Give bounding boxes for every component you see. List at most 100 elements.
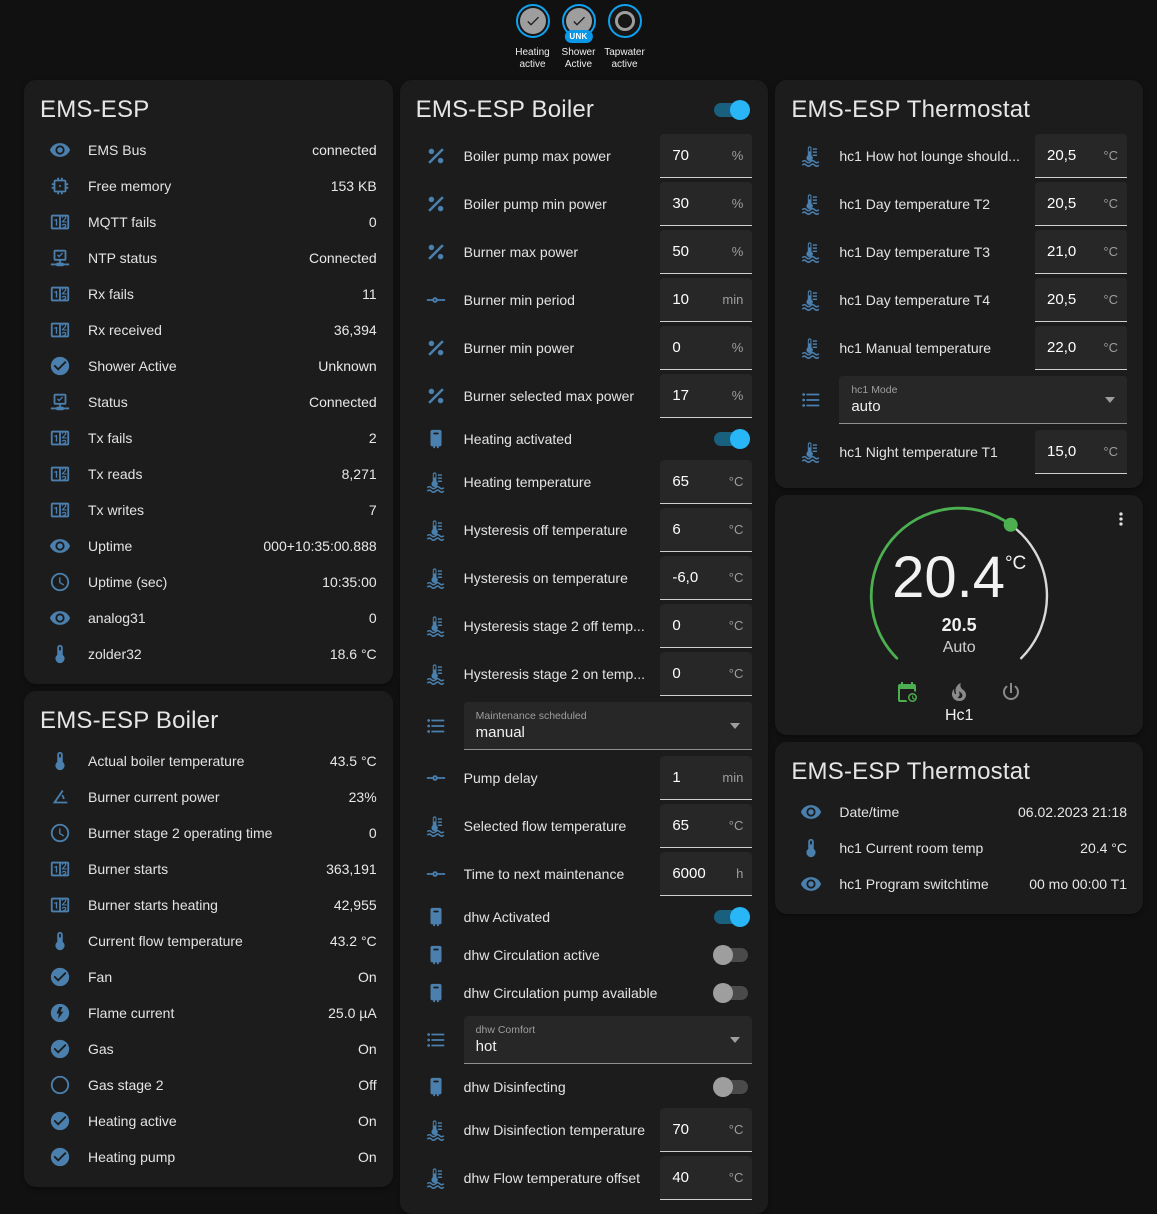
select-input[interactable]: hc1 Mode auto [839,376,1128,424]
entity-row[interactable]: Date/time 06.02.2023 21:18 [791,794,1127,830]
status-badge[interactable]: UNK Shower Active [559,4,599,71]
number-input[interactable]: 0 °C [660,604,753,648]
entity-row[interactable]: Actual boiler temperature 43.5 °C [40,743,377,779]
entity-row[interactable]: EMS Bus connected [40,132,377,168]
entity-row: hc1 Manual temperature 22,0 °C [791,324,1128,372]
entity-row[interactable]: Uptime (sec) 10:35:00 [40,564,377,600]
number-input[interactable]: 65 °C [660,460,753,504]
entity-row[interactable]: Rx received 36,394 [40,312,377,348]
entity-row[interactable]: Uptime 000+10:35:00.888 [40,528,377,564]
entity-value: Unknown [318,358,377,374]
entity-value: Connected [308,250,377,266]
entity-row[interactable]: Fan On [40,959,377,995]
entity-row[interactable]: zolder32 18.6 °C [40,636,377,672]
entity-row[interactable]: hc1 Program switchtime 00 mo 00:00 T1 [791,866,1127,902]
thermometer-icon [48,929,72,953]
number-input[interactable]: 1 min [660,756,753,800]
entity-label: Rx received [88,322,162,338]
entity-row[interactable]: Burner starts 363,191 [40,851,377,887]
entity-row[interactable]: Burner current power 23% [40,779,377,815]
status-badge[interactable]: Tapwater active [604,4,645,71]
entity-row[interactable]: analog31 0 [40,600,377,636]
entity-row[interactable]: Tx fails 2 [40,420,377,456]
calendar-clock-icon[interactable] [894,679,920,705]
entity-row: Burner min period 10 min [416,276,753,324]
entity-row[interactable]: Status Connected [40,384,377,420]
entity-value: 43.5 °C [329,753,377,769]
fire-icon[interactable] [946,679,972,705]
entity-value: 23% [348,789,377,805]
entity-label: hc1 Current room temp [839,840,984,856]
entity-value: 43.2 °C [329,933,377,949]
entity-row[interactable]: Heating active On [40,1103,377,1139]
number-input[interactable]: 6000 h [660,852,753,896]
entity-row[interactable]: Heating pump On [40,1139,377,1175]
number-input[interactable]: 20,5 °C [1035,134,1128,178]
more-options-icon[interactable] [1107,505,1135,533]
card-title: EMS-ESP [40,96,150,123]
entity-row: dhw Comfort hot [416,1012,753,1068]
badge-state-label: UNK [564,30,593,43]
eye-icon [48,534,72,558]
entity-row: Boiler pump max power 70% [416,132,753,180]
entity-row[interactable]: MQTT fails 0 [40,204,377,240]
entity-row[interactable]: Rx fails 11 [40,276,377,312]
toggle-switch[interactable] [713,429,751,449]
number-input[interactable]: 40 °C [660,1156,753,1200]
entity-row[interactable]: Tx writes 7 [40,492,377,528]
number-input[interactable]: 22,0 °C [1035,326,1128,370]
entity-row[interactable]: Flame current 25.0 µA [40,995,377,1031]
entity-row[interactable]: Current flow temperature 43.2 °C [40,923,377,959]
entity-row[interactable]: Burner starts heating 42,955 [40,887,377,923]
thermo-waves-icon [424,614,448,638]
dashboard: EMS-ESP EMS Bus connected Free memory 153 K… [24,80,1144,1214]
circle-outline-icon [48,1073,72,1097]
number-input[interactable]: 20,5 °C [1035,182,1128,226]
number-input[interactable]: 65 °C [660,804,753,848]
number-input[interactable]: 21,0 °C [1035,230,1128,274]
entity-row[interactable]: Gas On [40,1031,377,1067]
entity-row[interactable]: Tx reads 8,271 [40,456,377,492]
toggle-switch[interactable] [713,907,751,927]
right-column: EMS-ESP Thermostat hc1 How hot lounge sh… [775,80,1144,914]
number-input[interactable]: 15,0 °C [1035,430,1128,474]
card-header-toggle[interactable] [713,100,751,120]
number-input[interactable]: 0 °C [660,652,753,696]
entity-row: dhw Flow temperature offset 40 °C [416,1154,753,1202]
check-circle-icon [48,1145,72,1169]
number-input[interactable]: 20,5 °C [1035,278,1128,322]
counter-icon [48,498,72,522]
select-input[interactable]: Maintenance scheduled manual [463,702,753,750]
number-input[interactable]: -6,0 °C [660,556,753,600]
check-icon [565,8,592,34]
number-input[interactable]: 50% [660,230,753,274]
flash-circle-icon [48,1001,72,1025]
entity-label: Pump delay [463,770,538,786]
entity-row[interactable]: hc1 Current room temp 20.4 °C [791,830,1127,866]
toggle-switch[interactable] [713,945,750,965]
thermostat-dial[interactable]: 20.4°C 20.5 Auto [864,501,1054,691]
number-unit: °C [1103,196,1119,211]
number-input[interactable]: 70% [660,134,753,178]
card-thermostat-sensors: EMS-ESP Thermostat Date/time 06.02.2023 2… [775,742,1144,914]
number-unit: °C [1103,244,1119,259]
number-input[interactable]: 6 °C [660,508,753,552]
entity-row[interactable]: Burner stage 2 operating time 0 [40,815,377,851]
toggle-switch[interactable] [713,1077,750,1097]
number-input[interactable]: 17% [660,374,753,418]
number-input[interactable]: 10 min [660,278,753,322]
power-icon[interactable] [998,679,1024,705]
entity-value: 2 [368,430,377,446]
entity-row[interactable]: Shower Active Unknown [40,348,377,384]
entity-row[interactable]: Gas stage 2 Off [40,1067,377,1103]
entity-row: hc1 Day temperature T4 20,5 °C [791,276,1128,324]
number-input[interactable]: 70 °C [660,1108,753,1152]
select-input[interactable]: dhw Comfort hot [463,1016,753,1064]
entity-row[interactable]: Free memory 153 KB [40,168,377,204]
select-value: auto [851,398,881,415]
toggle-switch[interactable] [713,983,750,1003]
status-badge[interactable]: Heating active [513,4,553,71]
number-input[interactable]: 30% [660,182,753,226]
number-input[interactable]: 0% [660,326,753,370]
entity-row[interactable]: NTP status Connected [40,240,377,276]
